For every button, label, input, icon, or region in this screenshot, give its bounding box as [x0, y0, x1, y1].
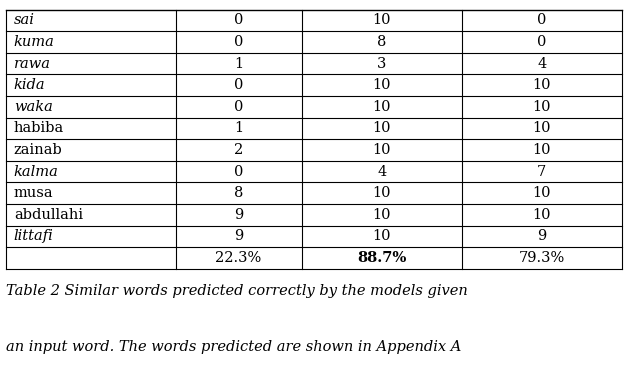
Text: 10: 10	[372, 186, 391, 200]
Text: 9: 9	[234, 229, 243, 243]
Text: 10: 10	[533, 121, 551, 136]
Text: 7: 7	[537, 165, 546, 179]
Text: 10: 10	[533, 186, 551, 200]
Text: 10: 10	[533, 208, 551, 222]
Text: abdullahi: abdullahi	[14, 208, 83, 222]
Text: 10: 10	[372, 121, 391, 136]
Text: 0: 0	[234, 35, 243, 49]
Text: 10: 10	[533, 143, 551, 157]
Text: 10: 10	[372, 208, 391, 222]
Text: kalma: kalma	[14, 165, 58, 179]
Text: zainab: zainab	[14, 143, 63, 157]
Text: 88.7%: 88.7%	[357, 251, 406, 265]
Text: 10: 10	[533, 100, 551, 114]
Text: 4: 4	[377, 165, 386, 179]
Text: 8: 8	[234, 186, 243, 200]
Text: 1: 1	[234, 121, 243, 136]
Text: 10: 10	[372, 229, 391, 243]
Text: sai: sai	[14, 13, 35, 27]
Text: 10: 10	[372, 78, 391, 92]
Text: rawa: rawa	[14, 56, 51, 71]
Text: 2: 2	[234, 143, 243, 157]
Text: 0: 0	[234, 100, 243, 114]
Text: 10: 10	[372, 100, 391, 114]
Text: musa: musa	[14, 186, 53, 200]
Text: 9: 9	[234, 208, 243, 222]
Text: 8: 8	[377, 35, 386, 49]
Text: 79.3%: 79.3%	[519, 251, 565, 265]
Text: 10: 10	[372, 143, 391, 157]
Text: 0: 0	[234, 13, 243, 27]
Text: 0: 0	[234, 165, 243, 179]
Text: 0: 0	[537, 35, 546, 49]
Text: kida: kida	[14, 78, 45, 92]
Text: 22.3%: 22.3%	[215, 251, 262, 265]
Text: kuma: kuma	[14, 35, 55, 49]
Text: 0: 0	[234, 78, 243, 92]
Text: 10: 10	[533, 78, 551, 92]
Text: 10: 10	[372, 13, 391, 27]
Text: 4: 4	[537, 56, 546, 71]
Text: littafi: littafi	[14, 229, 53, 243]
Text: 3: 3	[377, 56, 386, 71]
Text: 9: 9	[537, 229, 546, 243]
Text: an input word. The words predicted are shown in Appendix A: an input word. The words predicted are s…	[6, 340, 462, 354]
Text: 0: 0	[537, 13, 546, 27]
Text: habiba: habiba	[14, 121, 64, 136]
Text: 1: 1	[234, 56, 243, 71]
Text: Table 2 Similar words predicted correctly by the models given: Table 2 Similar words predicted correctl…	[6, 284, 468, 298]
Text: waka: waka	[14, 100, 53, 114]
